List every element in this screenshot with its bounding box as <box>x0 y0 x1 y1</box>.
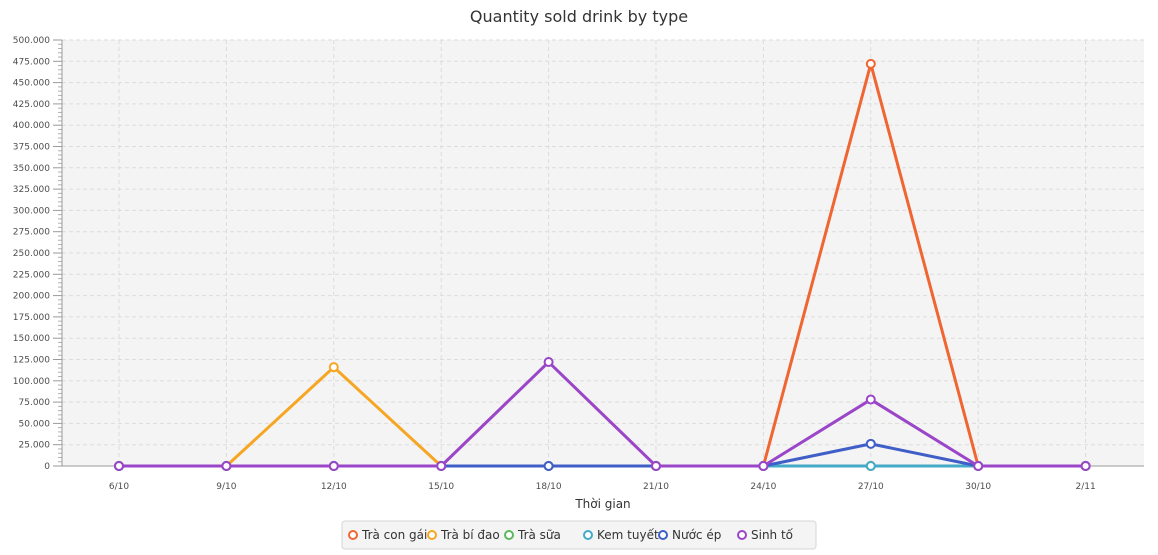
x-tick-label: 6/10 <box>109 482 129 492</box>
legend-box <box>341 520 817 550</box>
x-tick-label: 12/10 <box>321 482 347 492</box>
legend-label: Trà bí đao <box>440 528 500 542</box>
y-tick-label: 325.000 <box>13 185 50 195</box>
data-point <box>865 438 876 449</box>
x-tick-label: 30/10 <box>965 482 991 492</box>
series-line <box>119 360 1086 468</box>
data-point <box>758 461 769 471</box>
y-tick-label: 100.000 <box>13 377 50 387</box>
x-tick-label: 2/11 <box>1075 482 1095 492</box>
y-tick-label: 75.000 <box>19 398 51 408</box>
data-point <box>328 461 339 471</box>
legend-label: Trà con gái <box>361 528 427 542</box>
series-sinh-to <box>114 357 1091 471</box>
y-tick-label: 50.000 <box>19 419 51 429</box>
data-point <box>1080 461 1091 471</box>
legend-item: Sinh tố <box>737 528 794 542</box>
y-tick-label: 400.000 <box>13 121 50 131</box>
axes: 0 25.000 50.000 75.000 100.000 125.000 150.000… <box>13 36 1144 492</box>
x-tick-label: 24/10 <box>750 482 776 492</box>
y-tick-label: 425.000 <box>13 100 50 110</box>
x-tick-label: 18/10 <box>536 482 562 492</box>
x-tick-label: 15/10 <box>428 482 454 492</box>
y-tick-label: 25.000 <box>19 441 51 451</box>
y-tick-label: 0 <box>44 462 50 472</box>
legend-label: Nước ép <box>672 528 721 542</box>
legend-marker <box>737 530 747 540</box>
x-tick-label: 9/10 <box>216 482 236 492</box>
legend-label: Trà sữa <box>517 528 561 542</box>
y-tick-label: 125.000 <box>13 356 50 366</box>
y-tick-label: 500.000 <box>13 36 50 46</box>
data-point <box>651 461 661 471</box>
data-point <box>543 357 554 368</box>
series-layer <box>114 58 1091 471</box>
data-point <box>865 461 876 471</box>
y-tick-label: 475.000 <box>13 57 50 67</box>
x-tick-label: 27/10 <box>858 482 884 492</box>
data-point <box>865 394 876 405</box>
grid-lines <box>62 39 1144 466</box>
data-point <box>436 461 447 471</box>
x-axis-label: Thời gian <box>574 497 630 511</box>
legend-label: Kem tuyết <box>597 528 659 542</box>
y-tick-label: 150.000 <box>13 334 50 344</box>
x-tick-label: 21/10 <box>643 482 669 492</box>
legend: Trà con gái Trà bí đao Trà sữa Kem tuyết Nướ… <box>341 520 817 550</box>
y-tick-label: 375.000 <box>13 143 50 153</box>
y-tick-label: 250.000 <box>13 249 50 259</box>
y-tick-label: 225.000 <box>13 270 50 280</box>
y-tick-label: 175.000 <box>13 313 50 323</box>
legend-marker <box>658 530 668 540</box>
legend-marker <box>583 530 593 540</box>
y-tick-label: 200.000 <box>13 292 50 302</box>
legend-item: Nước ép <box>658 528 721 542</box>
legend-item: Trà bí đao <box>427 528 500 542</box>
legend-marker <box>504 530 514 540</box>
data-point <box>865 58 876 69</box>
y-tick-label: 275.000 <box>13 228 50 238</box>
data-point <box>973 461 984 471</box>
data-point <box>543 461 554 471</box>
legend-item: Kem tuyết <box>583 528 659 542</box>
data-point <box>114 461 124 471</box>
chart-title: Quantity sold drink by type <box>470 7 688 26</box>
legend-label: Sinh tố <box>751 528 794 542</box>
y-tick-label: 300.000 <box>13 206 50 216</box>
legend-item: Trà con gái <box>348 528 427 542</box>
legend-item: Trà sữa <box>504 528 561 542</box>
data-point <box>328 362 339 373</box>
data-point <box>221 461 232 471</box>
y-tick-label: 450.000 <box>13 79 50 89</box>
legend-marker <box>348 530 358 540</box>
legend-marker <box>427 530 437 540</box>
y-tick-label: 350.000 <box>13 164 50 174</box>
